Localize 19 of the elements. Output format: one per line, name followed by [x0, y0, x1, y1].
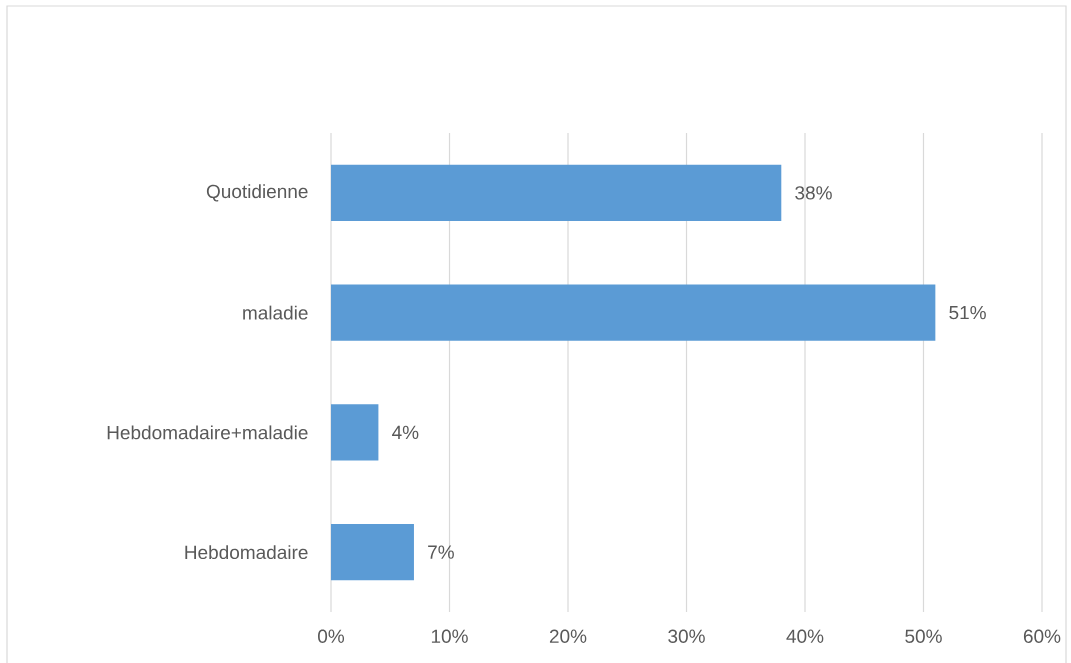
- x-tick-label: 0%: [318, 629, 345, 643]
- data-label: 38%: [795, 186, 832, 200]
- data-label: 7%: [428, 545, 454, 559]
- data-label: 4%: [392, 425, 419, 440]
- x-tick-label: 40%: [786, 629, 824, 643]
- bar: [331, 404, 379, 461]
- y-tick-label: maladie: [243, 305, 308, 320]
- x-tick-label: 20%: [549, 629, 587, 643]
- x-tick-label: 60%: [1023, 629, 1061, 643]
- x-tick-label: 30%: [668, 629, 705, 643]
- y-tick-label: Quotidienne: [206, 184, 308, 202]
- bar: [331, 164, 782, 222]
- x-tick-label: 50%: [905, 629, 942, 643]
- bar: [331, 284, 936, 341]
- y-tick-label: Hebdomadaire+maladie: [107, 425, 308, 440]
- data-label: 51%: [949, 305, 986, 320]
- bar: [331, 523, 414, 581]
- x-tick-label: 10%: [431, 629, 468, 643]
- y-tick-label: Hebdomadaire: [185, 545, 308, 560]
